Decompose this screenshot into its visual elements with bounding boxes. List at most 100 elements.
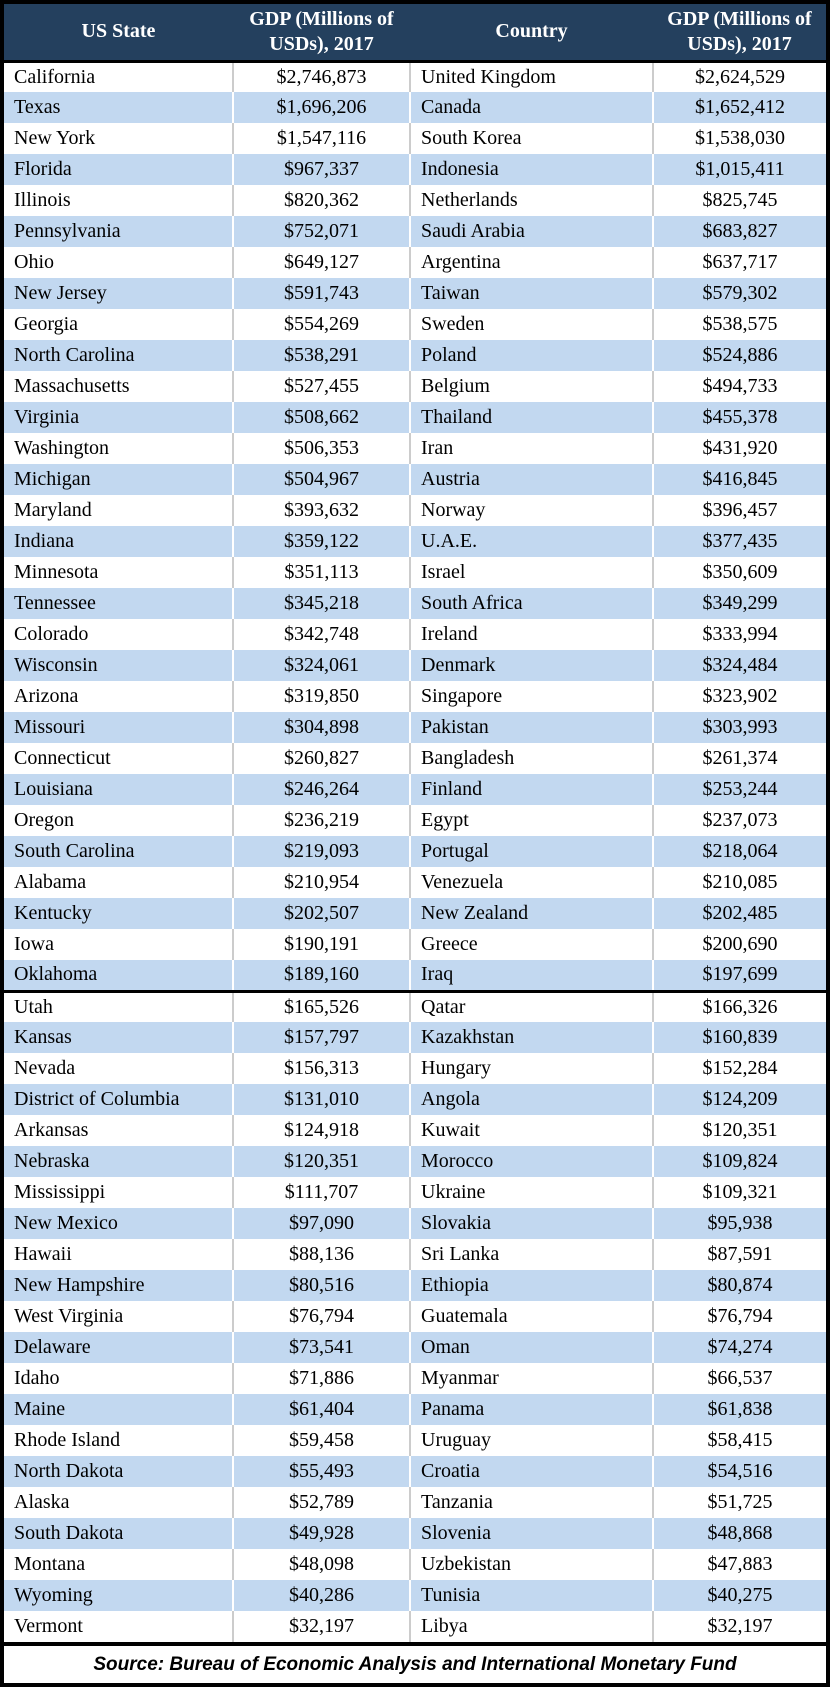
country-cell: United Kingdom [409,61,653,92]
state-cell: New Jersey [14,282,107,304]
country-cell: Venezuela [409,867,653,898]
country-cell: Panama [409,1394,653,1425]
table-row: North Carolina $538,291 Poland $524,886 [4,340,826,371]
state-cell: Louisiana [14,778,93,800]
state-cell: Connecticut [14,747,111,769]
state-cell: Alaska [14,1491,70,1513]
country-gdp-cell: $160,839 [652,1022,826,1053]
country-cell: Slovakia [409,1208,653,1239]
table-row: California $2,746,873 United Kingdom $2,… [4,61,826,92]
state-cell: Nebraska [14,1150,90,1172]
country-gdp-cell: $76,794 [652,1301,826,1332]
country-gdp-cell: $32,197 [652,1611,826,1642]
state-gdp-cell: $32,197 [232,1611,410,1642]
country-cell: Qatar [409,991,653,1022]
country-cell: South Korea [409,123,653,154]
country-gdp-cell: $396,457 [652,495,826,526]
table-row: Florida $967,337 Indonesia $1,015,411 [4,154,826,185]
country-cell: Thailand [409,402,653,433]
country-gdp-cell: $58,415 [652,1425,826,1456]
table-row: District of Columbia $131,010 Angola $12… [4,1084,826,1115]
table-row: Minnesota $351,113 Israel $350,609 [4,557,826,588]
state-cell: New Hampshire [14,1274,145,1296]
table-body: California $2,746,873 United Kingdom $2,… [4,61,826,1642]
country-gdp-cell: $1,538,030 [652,123,826,154]
state-gdp-cell: $967,337 [232,154,410,185]
country-gdp-cell: $524,886 [652,340,826,371]
country-cell: Uzbekistan [409,1549,653,1580]
table-row: Nebraska $120,351 Morocco $109,824 [4,1146,826,1177]
state-gdp-cell: $345,218 [232,588,410,619]
state-cell: Virginia [14,406,80,428]
header-us-state: US State [4,4,233,63]
country-cell: Belgium [409,371,653,402]
state-gdp-cell: $97,090 [232,1208,410,1239]
country-gdp-cell: $416,845 [652,464,826,495]
state-cell: Nevada [14,1057,76,1079]
state-cell: Pennsylvania [14,220,121,242]
country-cell: Ireland [409,619,653,650]
state-gdp-cell: $260,827 [232,743,410,774]
country-cell: Saudi Arabia [409,216,653,247]
country-gdp-cell: $47,883 [652,1549,826,1580]
country-gdp-cell: $210,085 [652,867,826,898]
table-row: Arkansas $124,918 Kuwait $120,351 [4,1115,826,1146]
state-gdp-cell: $124,918 [232,1115,410,1146]
table-row: Washington $506,353 Iran $431,920 [4,433,826,464]
country-gdp-cell: $261,374 [652,743,826,774]
country-gdp-cell: $109,824 [652,1146,826,1177]
country-gdp-cell: $74,274 [652,1332,826,1363]
table-row: New York $1,547,116 South Korea $1,538,0… [4,123,826,154]
state-cell: Colorado [14,623,89,645]
country-cell: Argentina [409,247,653,278]
country-cell: South Africa [409,588,653,619]
state-gdp-cell: $527,455 [232,371,410,402]
state-gdp-cell: $342,748 [232,619,410,650]
table-row: New Jersey $591,743 Taiwan $579,302 [4,278,826,309]
table-row: Rhode Island $59,458 Uruguay $58,415 [4,1425,826,1456]
state-cell: Tennessee [14,592,96,614]
state-cell: Massachusetts [14,375,130,397]
country-cell: Egypt [409,805,653,836]
state-cell: Oklahoma [4,960,233,993]
state-gdp-cell: $591,743 [232,278,410,309]
country-gdp-cell: $200,690 [652,929,826,960]
state-cell: West Virginia [14,1305,124,1327]
state-gdp-cell: $202,507 [232,898,410,929]
state-cell: Kentucky [14,902,92,924]
state-cell: Wyoming [14,1584,93,1606]
state-gdp-cell: $73,541 [232,1332,410,1363]
country-cell: Slovenia [409,1518,653,1549]
country-cell: Sri Lanka [409,1239,653,1270]
table-row: Maine $61,404 Panama $61,838 [4,1394,826,1425]
country-gdp-cell: $455,378 [652,402,826,433]
state-cell: Michigan [14,468,91,490]
country-gdp-cell: $237,073 [652,805,826,836]
table-row: Texas $1,696,206 Canada $1,652,412 [4,92,826,123]
table-row: Georgia $554,269 Sweden $538,575 [4,309,826,340]
state-cell: Washington [14,437,110,459]
table-row: South Dakota $49,928 Slovenia $48,868 [4,1518,826,1549]
state-cell: Georgia [14,313,79,335]
country-gdp-cell: $61,838 [652,1394,826,1425]
state-gdp-cell: $59,458 [232,1425,410,1456]
table-row: Colorado $342,748 Ireland $333,994 [4,619,826,650]
state-cell: Alabama [14,871,87,893]
state-cell: Maryland [14,499,92,521]
state-cell: South Carolina [14,840,135,862]
country-gdp-cell: $637,717 [652,247,826,278]
table-row: Utah $165,526 Qatar $166,326 [4,991,826,1022]
state-cell: Illinois [14,189,71,211]
table-row: Illinois $820,362 Netherlands $825,745 [4,185,826,216]
table-row: Idaho $71,886 Myanmar $66,537 [4,1363,826,1394]
state-cell: North Dakota [14,1460,124,1482]
country-gdp-cell: $66,537 [652,1363,826,1394]
country-cell: Tunisia [409,1580,653,1611]
state-gdp-cell: $304,898 [232,712,410,743]
state-gdp-cell: $820,362 [232,185,410,216]
table-row: North Dakota $55,493 Croatia $54,516 [4,1456,826,1487]
table-row: South Carolina $219,093 Portugal $218,06… [4,836,826,867]
country-cell: Denmark [409,650,653,681]
table-row: Hawaii $88,136 Sri Lanka $87,591 [4,1239,826,1270]
